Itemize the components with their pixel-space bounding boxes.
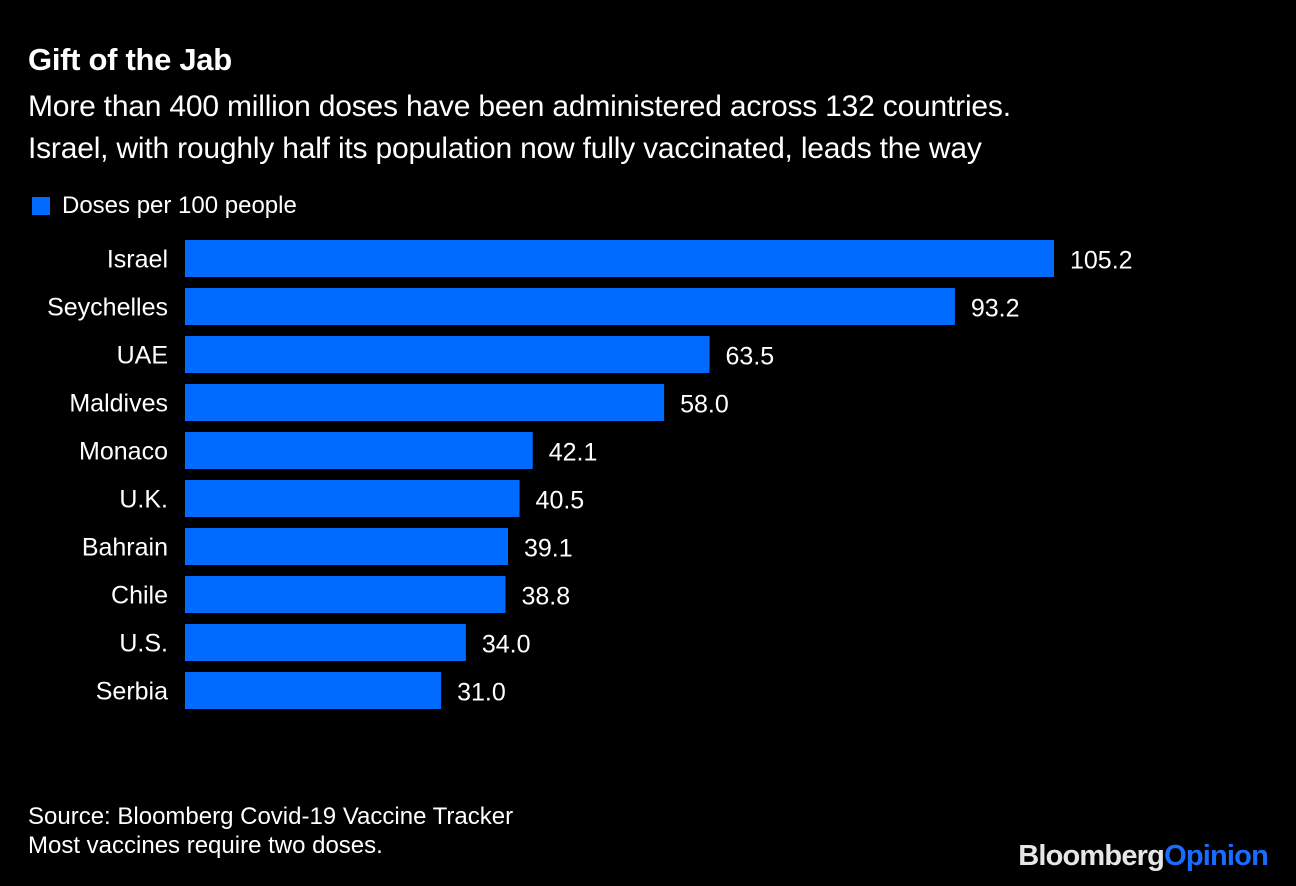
category-label: UAE — [117, 342, 168, 370]
bloomberg-opinion-logo: BloombergOpinion — [1018, 840, 1269, 873]
legend-swatch — [32, 197, 50, 215]
value-label: 34.0 — [482, 631, 531, 659]
value-label: 93.2 — [971, 295, 1020, 323]
bar-row: U.K. 40.5 — [119, 480, 584, 517]
value-label: 31.0 — [457, 679, 506, 707]
bar — [185, 336, 710, 373]
chart-title: Gift of the Jab — [28, 42, 232, 77]
legend-label: Doses per 100 people — [62, 192, 297, 219]
subtitle-line-1: More than 400 million doses have been ad… — [28, 90, 1011, 123]
legend: Doses per 100 people — [32, 192, 297, 220]
value-label: 105.2 — [1070, 247, 1133, 275]
value-label: 39.1 — [524, 535, 573, 563]
bar-row: Monaco 42.1 — [79, 432, 597, 469]
category-label: Maldives — [69, 390, 168, 418]
bar-row: Chile 38.8 — [111, 576, 570, 613]
bar-row: Serbia 31.0 — [96, 672, 506, 709]
bar — [185, 432, 533, 469]
category-label: Bahrain — [82, 534, 168, 562]
bar — [185, 480, 520, 517]
bar-row: U.S. 34.0 — [119, 624, 531, 661]
bar — [185, 624, 466, 661]
category-label: Israel — [107, 246, 168, 274]
category-label: Seychelles — [47, 294, 168, 322]
value-label: 58.0 — [680, 391, 729, 419]
value-label: 40.5 — [536, 487, 585, 515]
bar — [185, 288, 955, 325]
category-label: U.S. — [119, 630, 168, 658]
category-label: U.K. — [119, 486, 168, 514]
bar — [185, 240, 1054, 277]
category-label: Chile — [111, 582, 168, 610]
bar — [185, 384, 665, 421]
value-label: 63.5 — [726, 343, 775, 371]
logo-bloomberg: Bloomberg — [1018, 840, 1165, 872]
subtitle-line-2: Israel, with roughly half its population… — [28, 132, 982, 165]
bar — [185, 528, 508, 565]
chart-subtitle: More than 400 million doses have been ad… — [28, 86, 1288, 170]
footnote: Most vaccines require two doses. — [28, 832, 383, 859]
category-label: Serbia — [96, 678, 168, 706]
bar-row: Israel 105.2 — [107, 240, 1133, 277]
bar — [185, 672, 442, 709]
bar-row: Maldives 58.0 — [69, 384, 729, 421]
bar — [185, 576, 506, 613]
footer: Source: Bloomberg Covid-19 Vaccine Track… — [28, 802, 513, 860]
logo-opinion: Opinion — [1164, 840, 1269, 872]
category-label: Monaco — [79, 438, 168, 466]
bar-row: Bahrain 39.1 — [82, 528, 573, 565]
bar-row: UAE 63.5 — [117, 336, 775, 373]
value-label: 38.8 — [522, 583, 571, 611]
source-note: Source: Bloomberg Covid-19 Vaccine Track… — [28, 803, 514, 830]
bar-row: Seychelles 93.2 — [47, 288, 1020, 325]
value-label: 42.1 — [549, 439, 598, 467]
